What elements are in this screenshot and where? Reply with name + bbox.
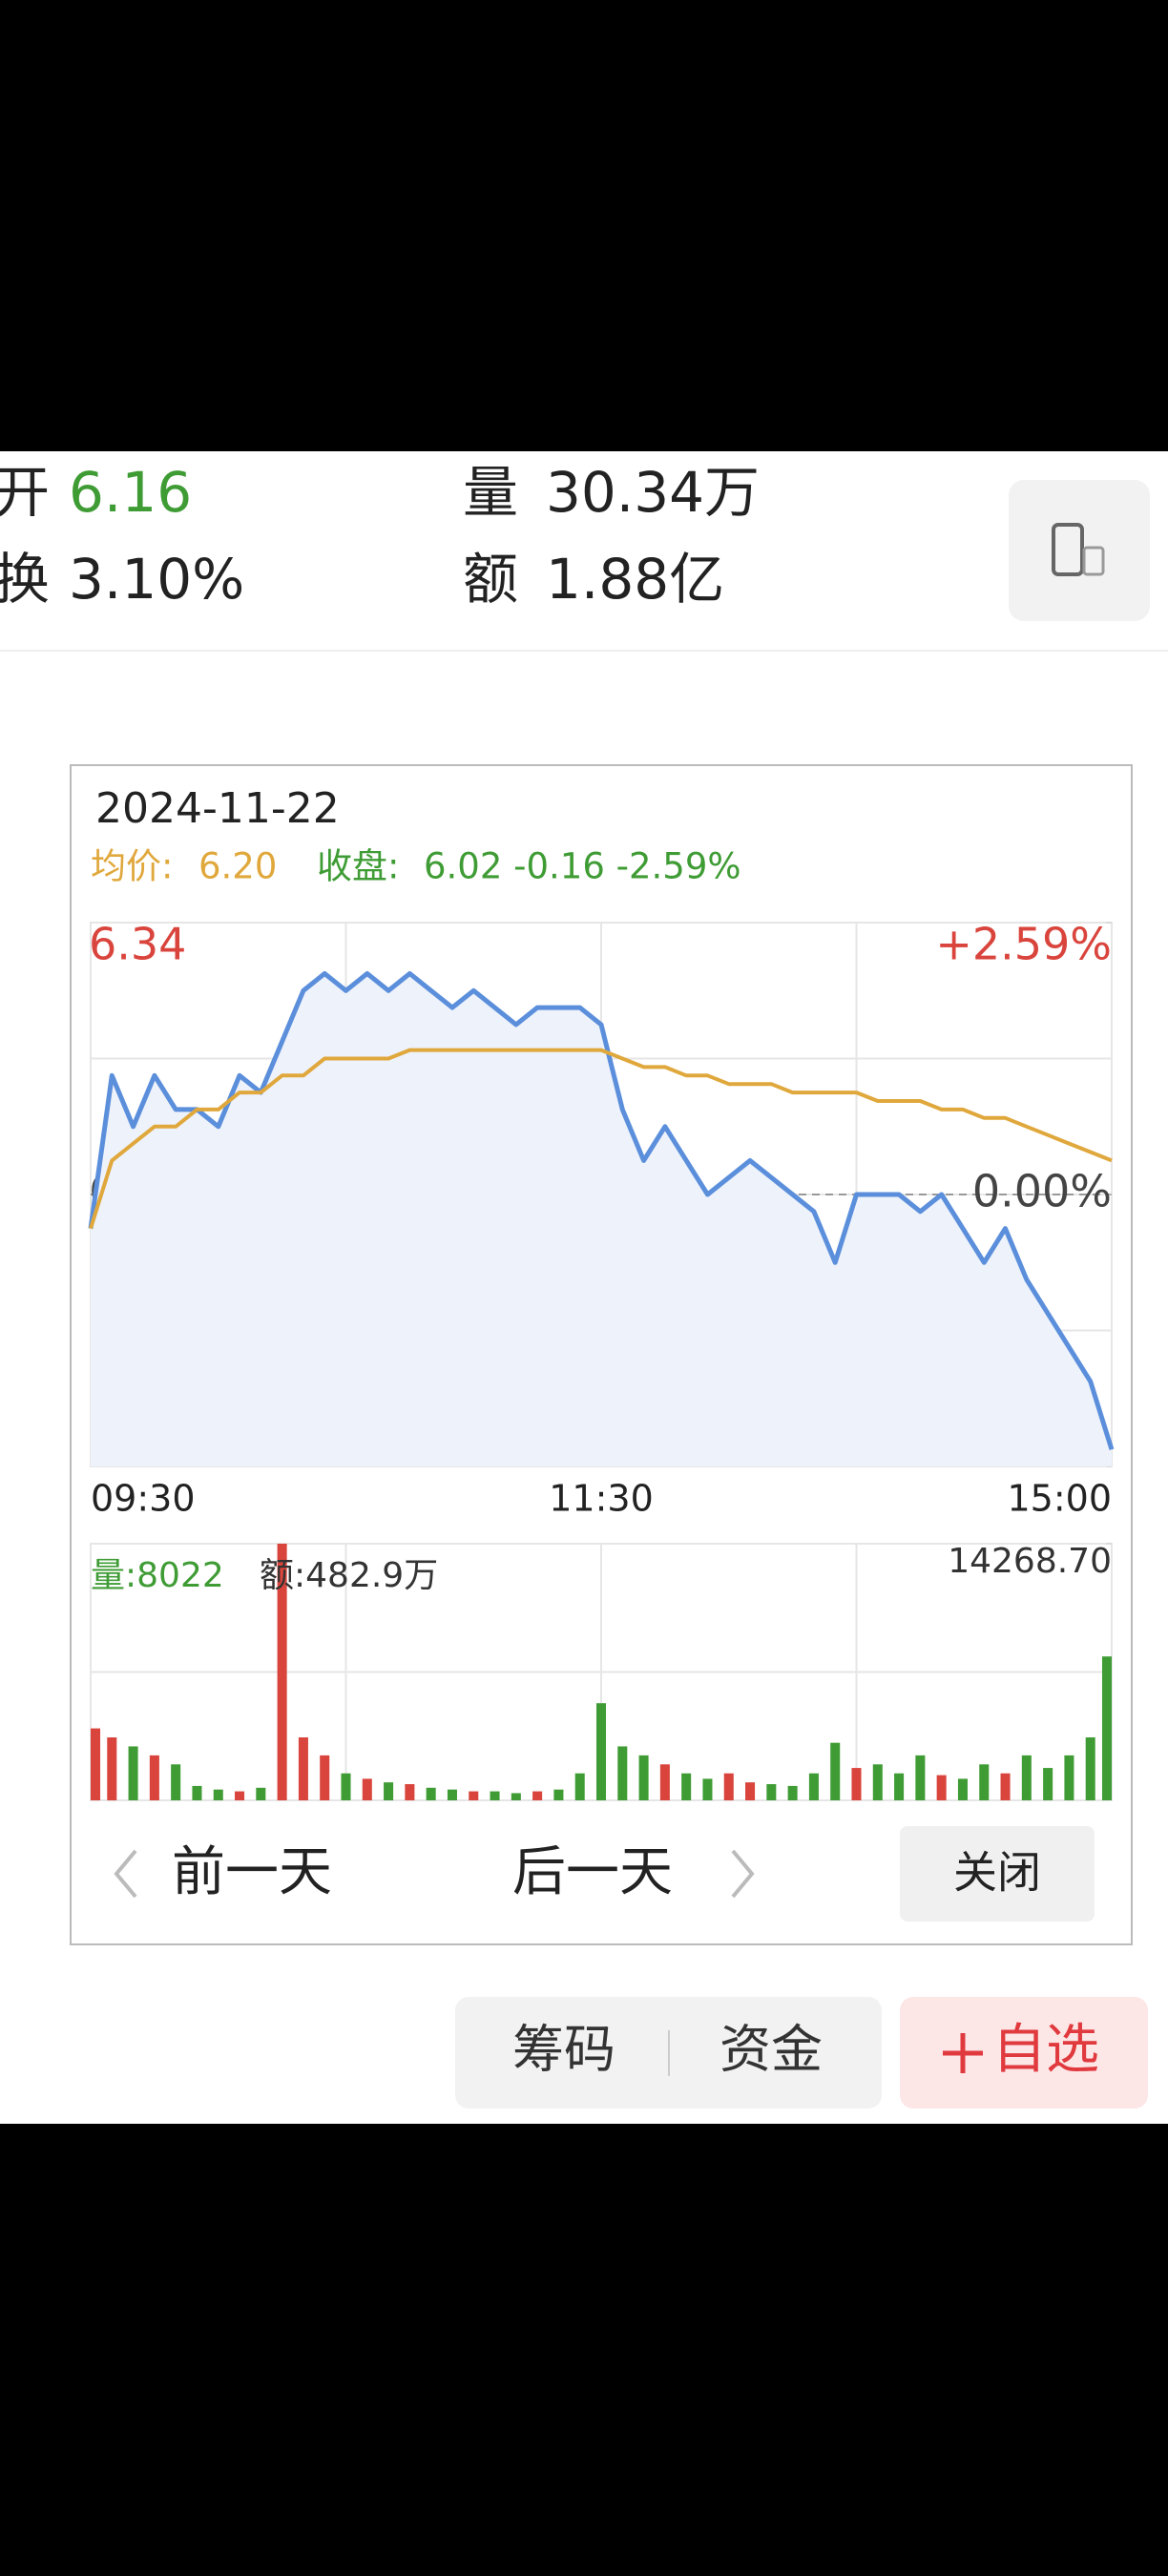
close-label: 关闭: [953, 1847, 1041, 1899]
volume-bar: [277, 1544, 287, 1800]
arrow-right: [731, 1849, 755, 1899]
volume-bar: [107, 1737, 117, 1800]
avg-value: 6.20: [198, 846, 277, 887]
turnover-label: 换: [0, 547, 50, 612]
volume-bar: [447, 1789, 457, 1800]
volume-bar: [1000, 1773, 1011, 1800]
prev-day-label: 前一天: [172, 1841, 332, 1903]
volume-bar: [341, 1773, 351, 1800]
volume-bar: [936, 1775, 947, 1800]
volume-bar: [235, 1791, 245, 1800]
x-tick-label: 15:00: [1007, 1478, 1112, 1520]
turnover-value: 3.10%: [69, 547, 244, 612]
prev-day[interactable]: 前一天: [114, 1841, 332, 1903]
volume-bar: [723, 1773, 734, 1800]
volume-bar: [532, 1791, 543, 1800]
price-area: [91, 973, 1112, 1466]
avg-label: 均价:: [91, 846, 173, 887]
volume-bar: [894, 1773, 905, 1800]
amount-legend: 额:482.9万: [260, 1556, 438, 1595]
volume-bar: [766, 1784, 777, 1800]
volume-bar: [851, 1768, 862, 1800]
chart-date: 2024-11-22: [95, 784, 340, 833]
volume-bar: [617, 1746, 628, 1800]
volume-bar: [1064, 1755, 1074, 1800]
chips-tab[interactable]: 筹码: [512, 2020, 615, 2080]
volume-bar: [745, 1782, 756, 1800]
volume-bar: [490, 1791, 500, 1800]
price-chart: 6.346.186.02+2.59%0.00%-2.59%09:3011:301…: [88, 919, 1115, 1520]
x-tick-label: 11:30: [549, 1478, 654, 1520]
volume-chart: 14268.70: [90, 1542, 1113, 1801]
y-tick-label: 6.34: [89, 919, 186, 970]
volume-bar: [659, 1764, 670, 1800]
x-tick-label: 09:30: [91, 1478, 196, 1520]
y2-tick-label: +2.59%: [935, 919, 1112, 970]
volume-bar: [957, 1778, 968, 1800]
next-day-label: 后一天: [512, 1841, 673, 1903]
quote-header: 开 6.16 换 3.10% 量 30.34万 额 1.88亿: [0, 460, 760, 612]
volume-bar: [830, 1742, 841, 1800]
y-tick-label: 14268.70: [948, 1542, 1112, 1581]
volume-bar: [702, 1778, 713, 1800]
volume-legend: 量:8022: [91, 1556, 224, 1595]
volume-bar: [553, 1789, 564, 1800]
amount-value: 1.88亿: [546, 547, 724, 612]
close-button[interactable]: 关闭: [900, 1826, 1095, 1922]
amount-label: 额: [463, 547, 518, 612]
volume-bar: [638, 1755, 649, 1800]
volume-bar: [128, 1746, 138, 1800]
volume-bar: [574, 1773, 585, 1800]
volume-bar: [91, 1728, 101, 1800]
close-bg: [900, 1826, 1095, 1922]
phone-icon: [1052, 523, 1084, 576]
open-value: 6.16: [69, 460, 192, 525]
volume-label: 量: [463, 460, 518, 525]
arrow-left: [114, 1849, 137, 1899]
volume-bar: [595, 1703, 607, 1800]
y2-tick-label: 0.00%: [972, 1166, 1112, 1217]
volume-bar: [915, 1755, 926, 1800]
volume-bar: [808, 1773, 819, 1800]
funds-tab[interactable]: 资金: [720, 2020, 823, 2080]
volume-bar: [1021, 1755, 1032, 1800]
button-bg: [1009, 480, 1150, 621]
volume-bar: [405, 1784, 415, 1800]
volume-bar: [320, 1755, 330, 1800]
volume-bar: [384, 1782, 394, 1800]
phone-icon-side: [1082, 546, 1105, 576]
volume-bar: [192, 1785, 202, 1800]
volume-bar: [1085, 1737, 1095, 1800]
volume-bar: [213, 1789, 223, 1800]
watchlist-bg: [900, 1997, 1148, 2109]
volume-bar: [149, 1755, 159, 1800]
orientation-button[interactable]: [1009, 480, 1150, 621]
open-label: 开: [0, 460, 50, 525]
volume-bar: [872, 1764, 883, 1800]
volume-bar: [298, 1737, 308, 1800]
watchlist-label: 自选: [992, 2019, 1099, 2081]
volume-bar: [362, 1778, 372, 1800]
volume-bar: [171, 1764, 181, 1800]
volume-bar: [426, 1787, 436, 1800]
volume-bar: [256, 1787, 266, 1800]
volume-bar: [1101, 1656, 1112, 1800]
next-day[interactable]: 后一天: [512, 1841, 755, 1903]
volume-value: 30.34万: [546, 460, 760, 525]
watchlist-button[interactable]: 自选: [900, 1997, 1148, 2109]
volume-bar: [1043, 1768, 1053, 1800]
close-value: 6.02 -0.16 -2.59%: [424, 846, 741, 887]
volume-bar: [469, 1791, 479, 1800]
volume-bar: [681, 1773, 692, 1800]
avg-line: [89, 1048, 1113, 1230]
volume-bar: [979, 1764, 990, 1800]
volume-bar: [511, 1793, 521, 1800]
volume-bar: [787, 1785, 798, 1800]
close-label: 收盘:: [317, 846, 399, 887]
